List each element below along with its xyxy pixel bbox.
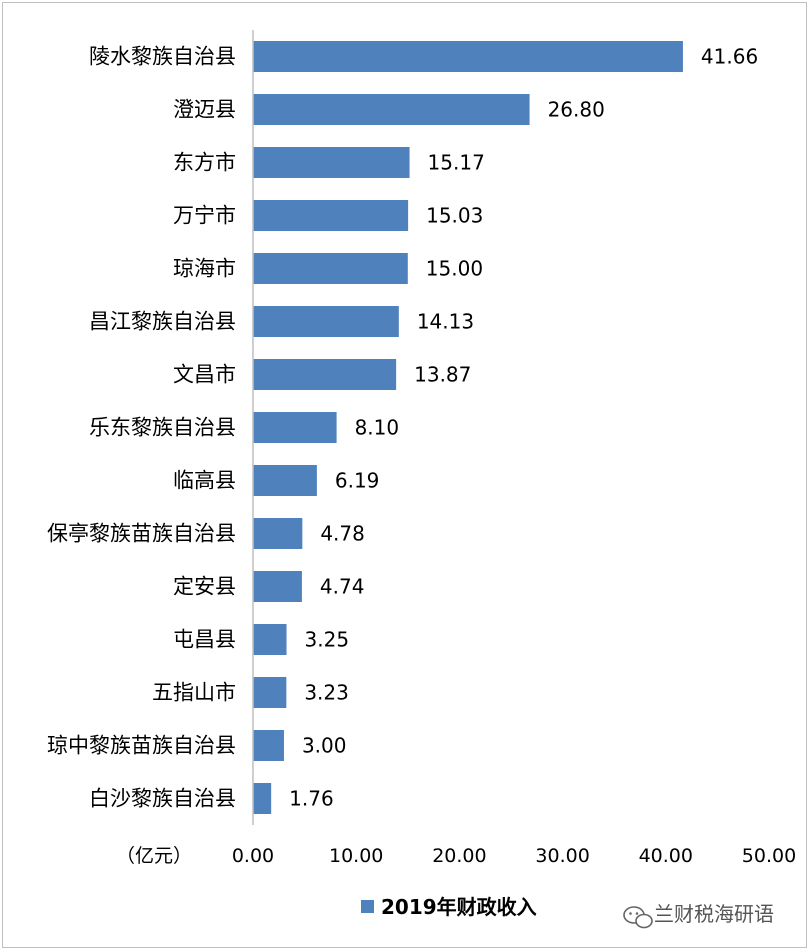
legend-swatch — [361, 900, 374, 913]
bar — [253, 147, 410, 178]
bar — [253, 94, 530, 125]
value-label: 15.17 — [428, 151, 485, 175]
category-label: 昌江黎族自治县 — [89, 310, 236, 334]
category-label: 五指山市 — [152, 681, 236, 705]
bar — [253, 306, 399, 337]
value-label: 1.76 — [289, 787, 334, 811]
bar — [253, 624, 287, 655]
value-label: 4.78 — [320, 522, 365, 546]
bar — [253, 730, 284, 761]
value-label: 3.23 — [304, 681, 349, 705]
category-label: 临高县 — [173, 469, 236, 493]
wechat-icon — [623, 906, 653, 929]
value-label: 26.80 — [548, 98, 605, 122]
bar — [253, 518, 303, 549]
category-label: 琼中黎族苗族自治县 — [47, 734, 236, 758]
category-label: 文昌市 — [173, 363, 236, 387]
category-label: 万宁市 — [173, 204, 236, 228]
x-tick-label: 20.00 — [432, 845, 486, 867]
bar — [253, 571, 302, 602]
x-tick-label: 40.00 — [639, 845, 693, 867]
bar — [253, 677, 287, 708]
category-label: 屯昌县 — [173, 628, 236, 652]
x-tick-label: 10.00 — [329, 845, 383, 867]
category-label: 东方市 — [173, 151, 236, 175]
category-label: 定安县 — [173, 575, 236, 599]
bar — [253, 412, 337, 443]
value-label: 14.13 — [417, 310, 474, 334]
x-tick-label: 50.00 — [742, 845, 796, 867]
bar — [253, 200, 409, 231]
category-label: 保亭黎族苗族自治县 — [47, 522, 236, 546]
value-label: 6.19 — [335, 469, 380, 493]
category-label: 澄迈县 — [173, 98, 236, 122]
unit-label: （亿元） — [116, 845, 192, 867]
bar — [253, 253, 408, 284]
category-label: 白沙黎族自治县 — [89, 787, 236, 811]
value-label: 15.00 — [426, 257, 483, 281]
x-tick-label: 0.00 — [232, 845, 274, 867]
x-tick-label: 30.00 — [535, 845, 589, 867]
value-label: 41.66 — [701, 45, 758, 69]
bar — [253, 359, 397, 390]
bar — [253, 465, 317, 496]
bar — [253, 783, 272, 814]
value-label: 4.74 — [320, 575, 365, 599]
category-label: 琼海市 — [173, 257, 236, 281]
value-label: 8.10 — [355, 416, 400, 440]
value-label: 13.87 — [414, 363, 471, 387]
category-label: 陵水黎族自治县 — [89, 45, 236, 69]
value-label: 3.00 — [302, 734, 347, 758]
value-label: 15.03 — [426, 204, 483, 228]
legend-label: 2019年财政收入 — [381, 895, 537, 919]
category-label: 乐东黎族自治县 — [89, 416, 236, 440]
value-label: 3.25 — [305, 628, 350, 652]
watermark-text: 兰财税海研语 — [654, 902, 774, 926]
bar — [253, 41, 683, 72]
